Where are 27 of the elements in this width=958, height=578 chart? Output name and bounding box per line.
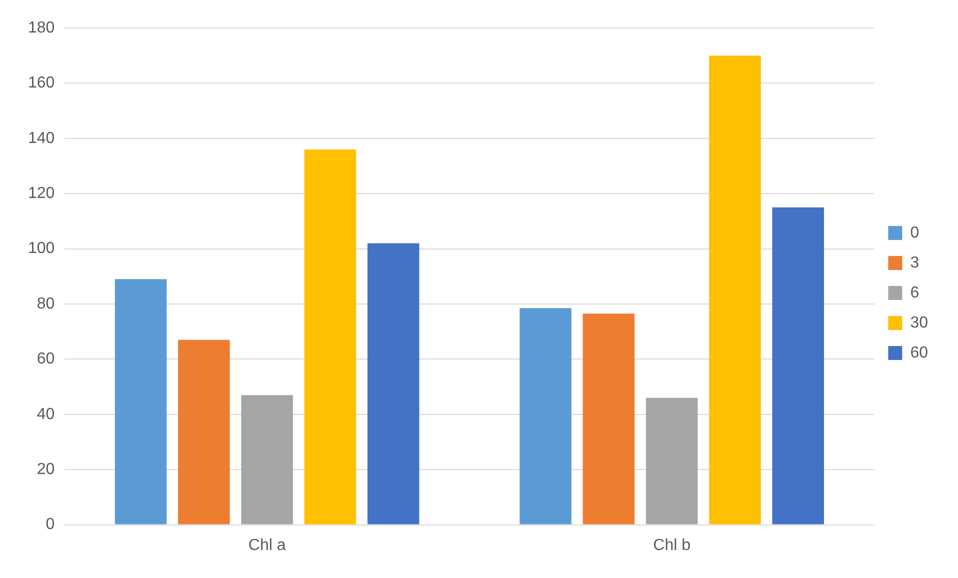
y-tick-label: 120 [28, 185, 55, 202]
bar [114, 279, 167, 524]
bar [709, 56, 761, 524]
legend-label: 3 [910, 254, 920, 272]
y-tick-label: 20 [36, 461, 55, 478]
bar [772, 207, 824, 524]
x-tick-label: Chl a [248, 536, 286, 554]
y-tick-label: 0 [46, 516, 55, 534]
bar [520, 308, 572, 524]
y-tick-label: 100 [28, 240, 55, 258]
legend-label: 0 [910, 224, 920, 242]
y-tick-label: 60 [36, 350, 55, 368]
bar [582, 314, 635, 524]
x-tick-label: Chl b [653, 536, 691, 554]
y-tick-label: 140 [28, 130, 55, 147]
y-tick-label: 80 [36, 295, 55, 312]
y-tick-label: 180 [28, 19, 55, 36]
bar [367, 243, 420, 524]
y-tick-label: 160 [28, 74, 55, 92]
bar [241, 395, 293, 524]
bar [178, 340, 230, 524]
legend-label: 30 [910, 314, 928, 332]
legend-label: 6 [910, 284, 920, 302]
y-tick-label: 40 [36, 406, 55, 423]
bar [304, 149, 356, 524]
legend-label: 60 [910, 344, 928, 362]
bar [646, 398, 698, 524]
